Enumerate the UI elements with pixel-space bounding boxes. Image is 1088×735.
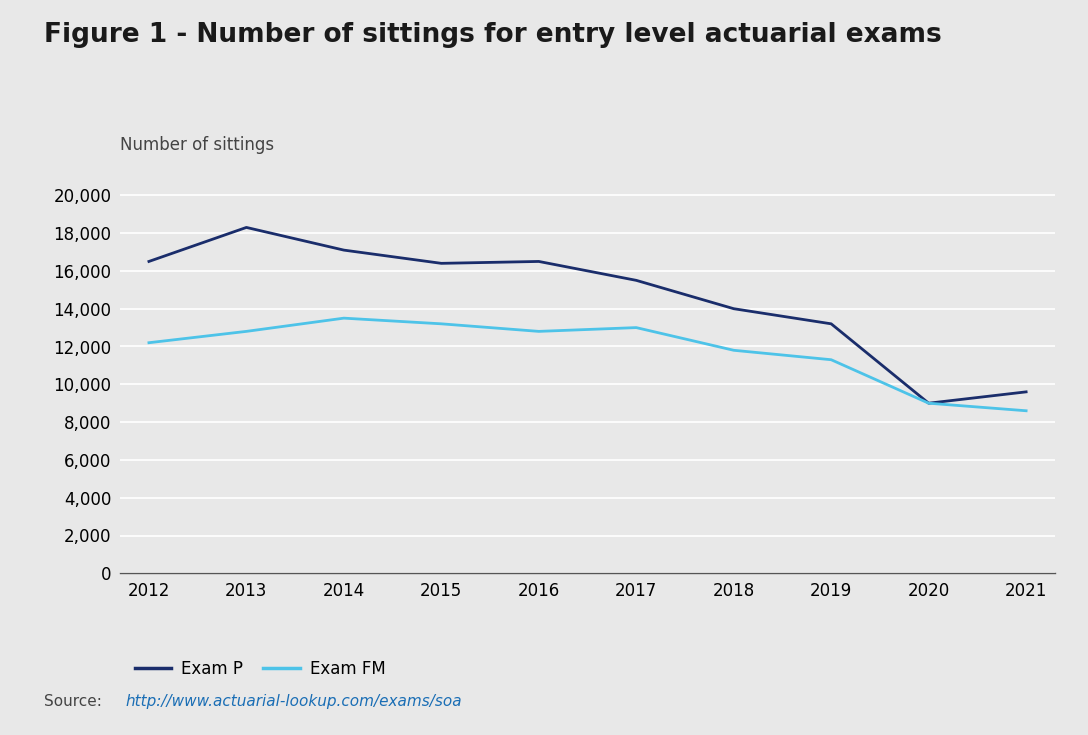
Text: Figure 1 - Number of sittings for entry level actuarial exams: Figure 1 - Number of sittings for entry … [44,22,941,48]
Text: Source:: Source: [44,695,107,709]
Text: Number of sittings: Number of sittings [120,137,274,154]
Legend: Exam P, Exam FM: Exam P, Exam FM [128,653,393,684]
Text: http://www.actuarial-lookup.com/exams/soa: http://www.actuarial-lookup.com/exams/so… [125,695,461,709]
